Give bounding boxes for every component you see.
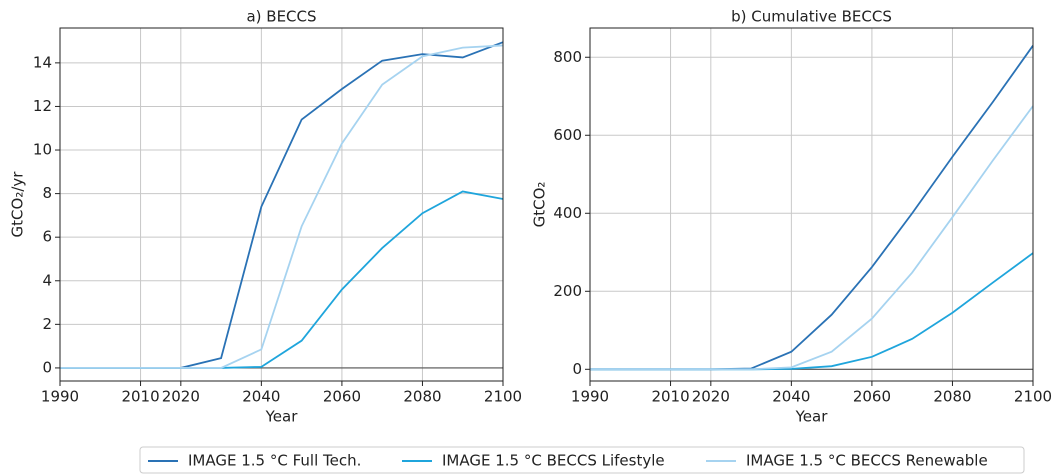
y-tick-label: 200 (553, 282, 582, 300)
x-tick-label: 2080 (403, 388, 441, 406)
y-axis-label: GtCO₂/yr (9, 171, 27, 238)
x-tick-label: 2100 (484, 388, 522, 406)
legend-label: IMAGE 1.5 °C Full Tech. (188, 452, 361, 470)
y-tick-label: 800 (553, 48, 582, 66)
x-tick-label: 2040 (772, 388, 810, 406)
x-tick-label: 1990 (571, 388, 609, 406)
plot-frame (59, 27, 504, 382)
y-tick-label: 2 (42, 315, 52, 333)
y-tick-label: 14 (33, 53, 52, 71)
series-line (590, 252, 1034, 371)
y-tick-label: 400 (553, 204, 582, 222)
x-tick-label: 2020 (162, 388, 200, 406)
y-tick-label: 0 (42, 358, 52, 376)
series-line (590, 105, 1034, 371)
x-tick-label: 2010 (651, 388, 689, 406)
series-line (60, 44, 504, 369)
x-axis-label: Year (265, 408, 299, 426)
chart-title: b) Cumulative BECCS (731, 8, 892, 26)
legend-frame (139, 446, 1025, 474)
y-axis-label: GtCO₂ (531, 182, 549, 228)
x-tick-label: 2060 (853, 388, 891, 406)
legend-label: IMAGE 1.5 °C BECCS Lifestyle (442, 452, 665, 470)
x-tick-label: 2020 (692, 388, 730, 406)
x-tick-label: 2040 (242, 388, 280, 406)
panel: 1990 2010 2020 2040 2060 2080 2100 0 2 4 6 8 10 12 14 a… (9, 8, 523, 426)
y-tick-label: 10 (33, 141, 52, 159)
x-tick-label: 2100 (1014, 388, 1052, 406)
x-tick-label: 1990 (41, 388, 79, 406)
plot-frame (589, 27, 1034, 382)
x-tick-label: 2060 (323, 388, 361, 406)
x-tick-label: 2080 (933, 388, 971, 406)
y-tick-label: 8 (42, 184, 52, 202)
series-line (60, 190, 504, 369)
y-tick-label: 6 (42, 228, 52, 246)
panel: 1990 2010 2020 2040 2060 2080 2100 0 200 400 600 80… (531, 8, 1053, 426)
x-tick-label: 2010 (121, 388, 159, 406)
legend: IMAGE 1.5 °C Full Tech. IMAGE 1.5 °C BECC… (139, 446, 1025, 474)
chart-title: a) BECCS (246, 8, 316, 26)
x-axis-label: Year (795, 408, 829, 426)
y-tick-label: 600 (553, 126, 582, 144)
y-tick-label: 0 (572, 360, 582, 378)
y-tick-label: 4 (42, 271, 52, 289)
y-tick-label: 12 (33, 97, 52, 115)
legend-label: IMAGE 1.5 °C BECCS Renewable (746, 452, 988, 470)
series-line (590, 45, 1034, 371)
